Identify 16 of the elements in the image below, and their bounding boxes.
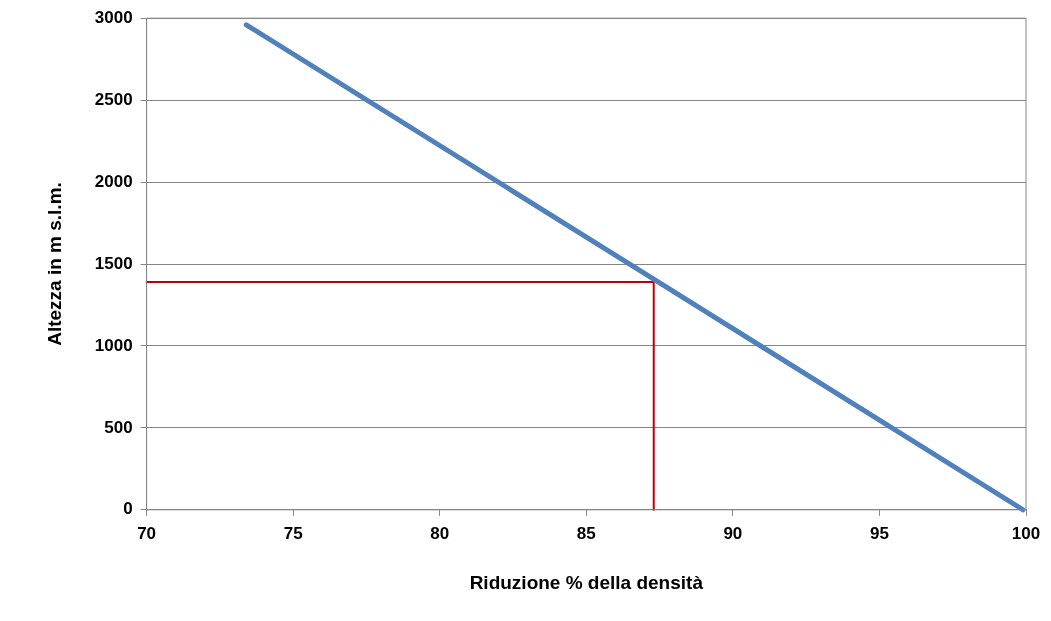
y-tick-label: 1000: [94, 335, 133, 355]
y-tick-label: 500: [104, 417, 133, 437]
x-tick-label: 75: [283, 523, 303, 543]
y-tick-label: 2500: [94, 89, 133, 109]
y-tick-label: 0: [123, 499, 133, 519]
y-tick-label: 1500: [94, 253, 133, 273]
x-tick-label: 70: [137, 523, 157, 543]
y-axis-title: Altezza in m s.l.m.: [43, 182, 65, 346]
x-tick-label: 85: [576, 523, 596, 543]
x-tick-label: 90: [723, 523, 743, 543]
x-tick-label: 80: [430, 523, 450, 543]
x-axis-title: Riduzione % della densità: [469, 571, 704, 593]
x-tick-label: 100: [1011, 523, 1041, 543]
y-tick-label: 3000: [94, 7, 133, 27]
x-tick-label: 95: [869, 523, 889, 543]
y-tick-label: 2000: [94, 171, 133, 191]
